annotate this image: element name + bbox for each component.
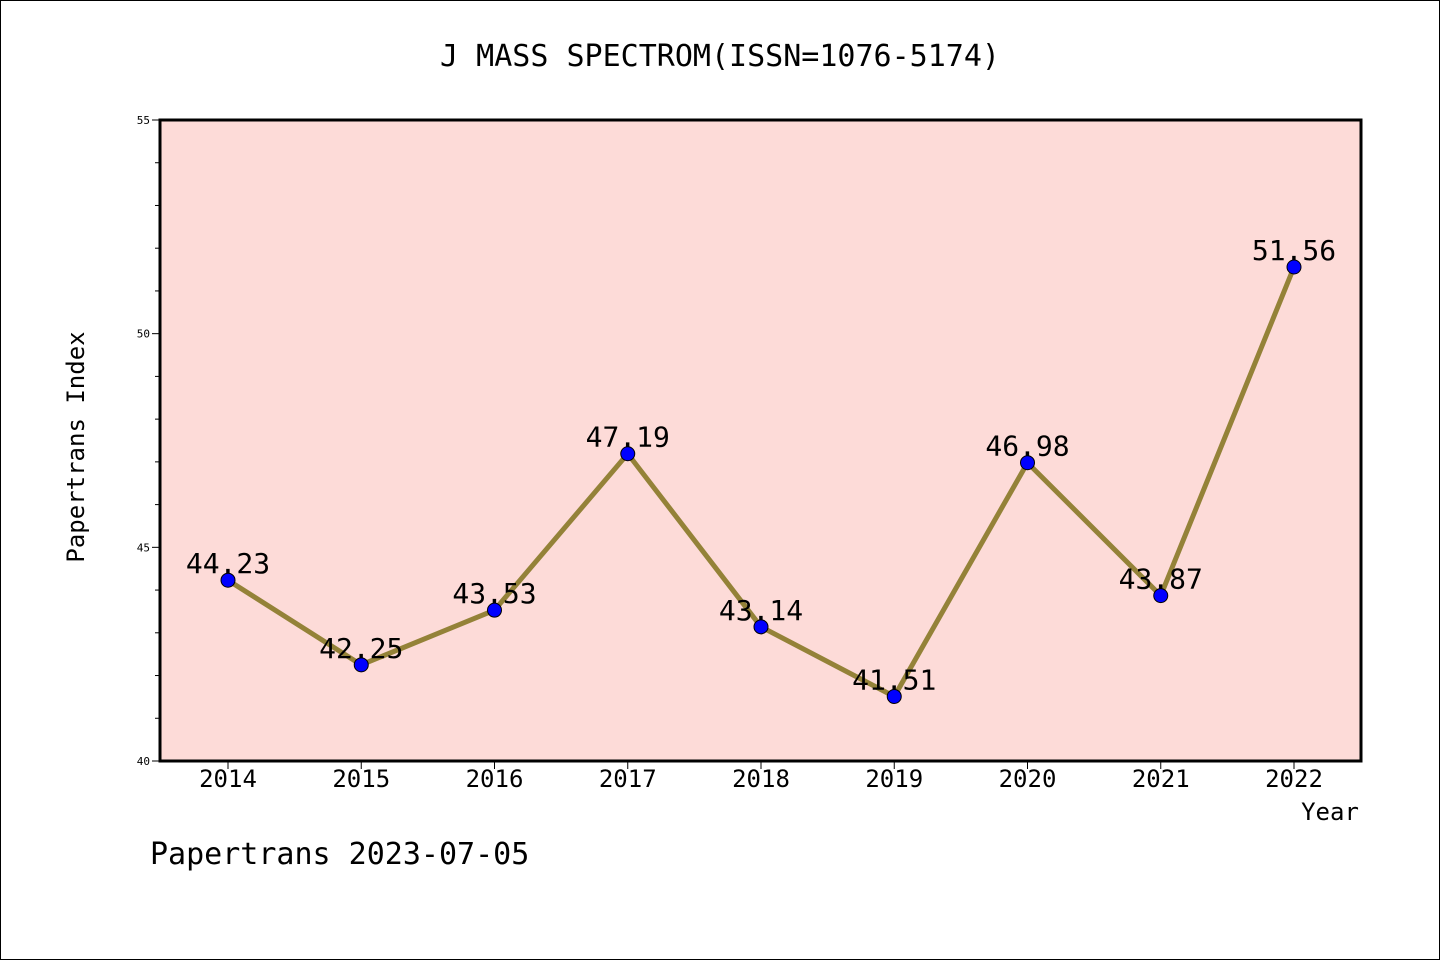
data-label-2021: 43.87 bbox=[1119, 563, 1203, 596]
data-point-2018 bbox=[753, 619, 769, 635]
y-tick-label: 55 bbox=[137, 114, 150, 127]
x-tick-label: 2014 bbox=[199, 765, 257, 793]
y-tick-label: 50 bbox=[137, 328, 150, 341]
data-label-2015: 42.25 bbox=[319, 632, 403, 665]
x-axis-label: Year bbox=[1301, 798, 1359, 826]
y-axis-ticks: 40 45 50 55 bbox=[137, 114, 160, 768]
plot-border bbox=[158, 118, 1363, 763]
x-tick-label: 2019 bbox=[865, 765, 923, 793]
data-label-2019: 41.51 bbox=[852, 663, 936, 696]
data-point-2017 bbox=[620, 446, 636, 462]
x-tick-label: 2022 bbox=[1265, 765, 1323, 793]
data-label-2014: 44.23 bbox=[186, 547, 270, 580]
data-point-2016 bbox=[487, 602, 502, 618]
plot-area bbox=[160, 120, 1361, 761]
data-label-2020: 46.98 bbox=[985, 430, 1069, 463]
data-point-2014 bbox=[220, 572, 236, 588]
data-markers bbox=[220, 259, 1302, 704]
footer-date: Papertrans 2023-07-05 bbox=[150, 837, 529, 872]
x-tick-label: 2017 bbox=[599, 765, 657, 793]
x-tick-label: 2015 bbox=[332, 765, 390, 793]
x-axis-ticks: 2014 2015 2016 2017 2018 2019 2020 2021 2022 bbox=[199, 761, 1323, 793]
x-tick-label: 2018 bbox=[732, 765, 790, 793]
data-label-2022: 51.56 bbox=[1252, 234, 1336, 267]
x-tick-label: 2021 bbox=[1132, 765, 1190, 793]
x-tick-label: 2016 bbox=[466, 765, 524, 793]
y-tick-label: 45 bbox=[137, 541, 150, 554]
y-axis-label: Papertrans Index bbox=[62, 331, 90, 562]
data-point-2021 bbox=[1153, 588, 1169, 604]
x-tick-label: 2020 bbox=[999, 765, 1057, 793]
data-point-2019 bbox=[886, 688, 902, 704]
data-point-2022 bbox=[1286, 259, 1302, 275]
data-label-2018: 43.14 bbox=[719, 594, 803, 627]
data-point-2015 bbox=[353, 657, 369, 673]
chart-title: J MASS SPECTROM(ISSN=1076-5174) bbox=[440, 39, 1000, 74]
data-labels: 44.23 42.25 43.53 47.19 43.14 41.51 46.98 43.87… bbox=[186, 234, 1336, 696]
data-label-2017: 47.19 bbox=[586, 421, 670, 454]
data-point-2020 bbox=[1020, 455, 1035, 471]
data-label-2016: 43.53 bbox=[452, 577, 536, 610]
y-tick-label: 40 bbox=[137, 755, 150, 768]
